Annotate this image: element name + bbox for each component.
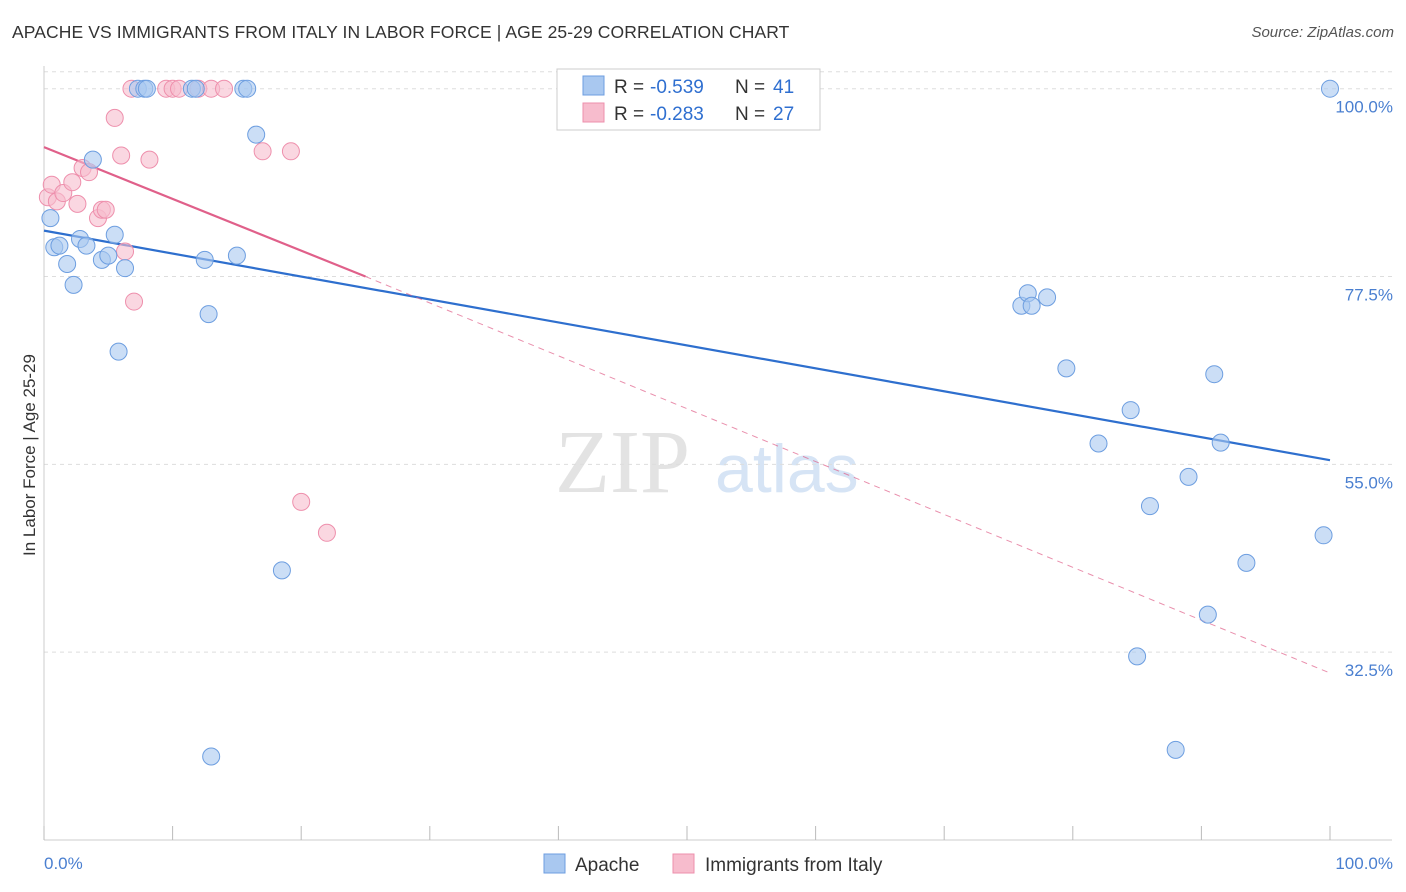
point-italy bbox=[112, 146, 131, 165]
legend-r-label-apache: R = bbox=[614, 77, 644, 98]
point-apache bbox=[64, 275, 83, 294]
bottom-legend-italy: Immigrants from Italy bbox=[705, 855, 883, 876]
y-axis-label: In Labor Force | Age 25-29 bbox=[20, 354, 39, 556]
legend-swatch-italy bbox=[582, 102, 605, 123]
point-italy bbox=[215, 79, 234, 98]
point-apache bbox=[1205, 365, 1224, 384]
point-apache bbox=[247, 125, 266, 144]
point-apache bbox=[199, 305, 218, 324]
y-tick-label: 77.5% bbox=[1345, 286, 1393, 305]
legend-r-value-apache: -0.539 bbox=[650, 77, 704, 98]
point-apache bbox=[58, 255, 77, 273]
point-apache bbox=[1089, 434, 1108, 453]
point-apache bbox=[202, 747, 221, 766]
point-italy bbox=[140, 150, 159, 169]
point-apache bbox=[116, 259, 135, 278]
point-apache bbox=[1179, 467, 1198, 486]
point-apache bbox=[99, 246, 118, 265]
point-apache bbox=[1314, 526, 1333, 545]
point-apache bbox=[1128, 647, 1147, 666]
watermark-zip: ZIP bbox=[555, 413, 690, 512]
point-apache bbox=[77, 236, 96, 255]
point-italy bbox=[281, 142, 300, 161]
x-tick-label-max: 100.0% bbox=[1335, 854, 1393, 873]
y-tick-label: 55.0% bbox=[1345, 473, 1393, 492]
point-apache bbox=[83, 150, 102, 169]
point-apache bbox=[1321, 79, 1339, 98]
point-apache bbox=[109, 342, 128, 361]
point-apache bbox=[105, 225, 124, 244]
x-tick-label-min: 0.0% bbox=[44, 854, 83, 873]
point-italy bbox=[68, 194, 87, 213]
legend-n-value-italy: 27 bbox=[773, 104, 794, 125]
bottom-legend-apache: Apache bbox=[575, 855, 639, 876]
point-apache bbox=[1140, 497, 1159, 516]
point-italy bbox=[317, 523, 336, 542]
bottom-legend-swatch-italy bbox=[672, 853, 695, 874]
legend-swatch-apache bbox=[582, 75, 605, 96]
point-apache bbox=[137, 79, 156, 98]
trend-line-italy bbox=[43, 146, 366, 278]
point-apache bbox=[1211, 433, 1230, 452]
y-tick-label: 32.5% bbox=[1345, 661, 1393, 680]
point-apache bbox=[238, 79, 257, 98]
point-apache bbox=[227, 246, 246, 265]
point-apache bbox=[1121, 401, 1140, 420]
point-italy bbox=[253, 142, 272, 161]
point-italy bbox=[125, 292, 144, 311]
point-italy bbox=[96, 200, 115, 219]
point-italy bbox=[105, 108, 124, 127]
legend-r-value-italy: -0.283 bbox=[650, 104, 704, 125]
point-apache bbox=[1237, 553, 1256, 572]
trend-line-italy-extension bbox=[365, 276, 1331, 674]
watermark-atlas: atlas bbox=[715, 431, 859, 507]
data-points bbox=[38, 79, 1339, 766]
legend-box: R = -0.539 N = 41 R = -0.283 N = 27 bbox=[556, 68, 821, 131]
point-apache bbox=[1057, 359, 1076, 378]
y-tick-label: 100.0% bbox=[1335, 98, 1393, 117]
legend-n-label-italy: N = bbox=[735, 104, 765, 125]
chart-source: Source: ZipAtlas.com bbox=[1251, 24, 1394, 41]
point-apache bbox=[1166, 740, 1185, 759]
trend-line-apache bbox=[43, 229, 1331, 462]
point-apache bbox=[186, 79, 205, 98]
point-apache bbox=[195, 250, 214, 269]
point-italy bbox=[63, 173, 82, 192]
bottom-legend-swatch-apache bbox=[543, 853, 566, 874]
bottom-legend: Apache Immigrants from Italy bbox=[543, 853, 883, 876]
chart-title: APACHE VS IMMIGRANTS FROM ITALY IN LABOR… bbox=[12, 22, 790, 42]
point-apache bbox=[41, 209, 60, 228]
legend-n-label-apache: N = bbox=[735, 77, 765, 98]
point-apache bbox=[1198, 605, 1217, 624]
point-italy bbox=[292, 492, 311, 511]
trend-lines bbox=[43, 146, 1331, 674]
legend-n-value-apache: 41 bbox=[773, 77, 794, 98]
legend-r-label-italy: R = bbox=[614, 104, 644, 125]
point-apache bbox=[272, 561, 291, 580]
axis-ticks: 32.5% 55.0% 77.5% 100.0% 0.0% 100.0% bbox=[44, 98, 1393, 873]
point-apache bbox=[1022, 296, 1041, 315]
point-apache bbox=[50, 236, 69, 255]
grid-lines bbox=[44, 71, 1392, 653]
point-italy bbox=[116, 242, 135, 261]
point-apache bbox=[1038, 288, 1057, 307]
